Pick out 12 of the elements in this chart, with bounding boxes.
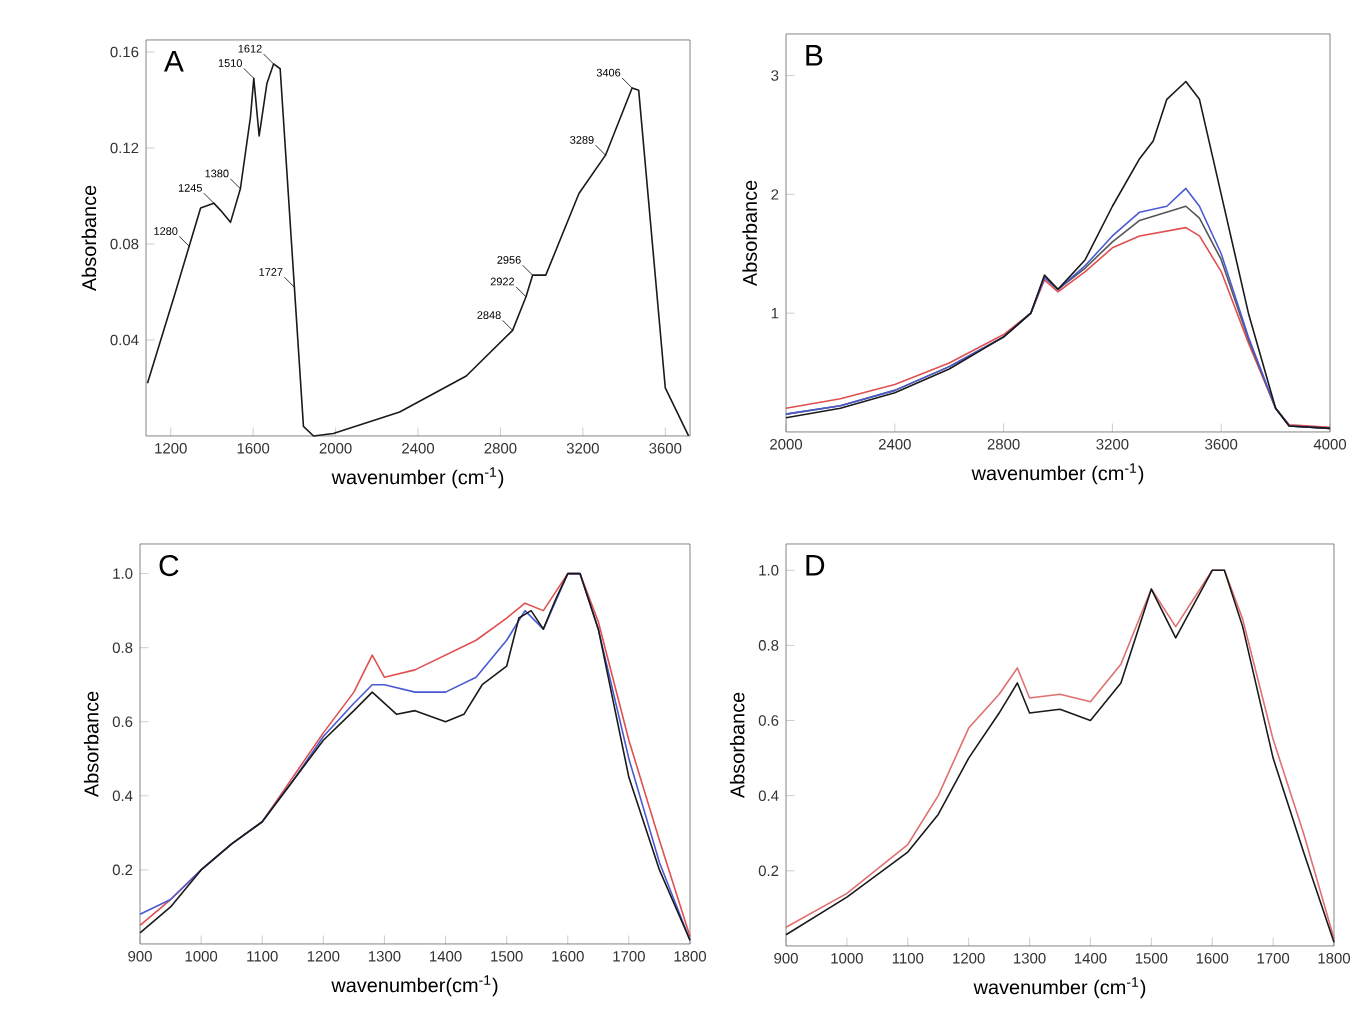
y-axis-title: Absorbance — [83, 691, 99, 798]
y-axis-title: Absorbance — [729, 692, 745, 799]
annotation: B — [806, 44, 823, 66]
x-axis-title: wavenumber (cm$^{-1}$) — [331, 467, 504, 489]
annotation: C — [159, 555, 179, 577]
x-axis-title: wavenumber (cm$^{-1}$) — [971, 463, 1144, 485]
y-axis-title: Absorbance — [742, 180, 757, 287]
annotation: A — [164, 50, 184, 72]
x-axis-title: wavenumber (cm$^{-1}$) — [973, 977, 1146, 999]
x-axis-title: wavenumber(cm$^{-1}$) — [331, 975, 498, 997]
y-axis-title: Absorbance — [81, 185, 97, 292]
annotation: D — [806, 555, 825, 576]
